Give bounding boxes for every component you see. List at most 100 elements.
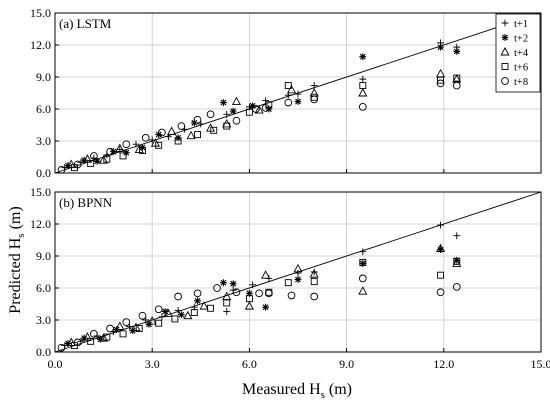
data-point-plus [359, 248, 367, 256]
data-point-square [87, 159, 95, 167]
data-point-plus [359, 75, 367, 83]
y-tick-label: 9.0 [36, 70, 51, 84]
y-tick-label: 15.0 [30, 185, 51, 199]
data-point-triangle [115, 321, 125, 330]
data-point-circle [106, 324, 114, 333]
data-point-circle [452, 283, 461, 291]
x-axis-title-unit: (m) [325, 381, 352, 398]
legend-marker-asterisk [501, 34, 509, 41]
data-point-asterisk [220, 279, 227, 287]
y-tick-label: 3.0 [36, 134, 51, 148]
data-point-asterisk [294, 98, 302, 105]
data-point-circle [106, 147, 114, 156]
data-point-square [453, 257, 461, 265]
data-point-square [190, 309, 198, 316]
data-point-asterisk [453, 48, 461, 55]
data-point-triangle [199, 301, 209, 310]
data-point-triangle [167, 126, 177, 135]
data-point-asterisk [161, 308, 169, 315]
legend-label: t+4 [514, 48, 529, 59]
data-point-square [437, 76, 445, 84]
data-point-triangle [254, 105, 264, 114]
legend-label: t+1 [514, 19, 528, 30]
data-point-circle [90, 152, 98, 160]
data-point-triangle [115, 143, 125, 152]
legend-box [495, 13, 541, 93]
data-point-circle [436, 288, 445, 297]
data-point-triangle [99, 333, 109, 342]
data-point-asterisk [262, 303, 269, 311]
data-point-triangle [286, 84, 297, 94]
data-point-square [437, 271, 445, 279]
data-point-plus [437, 221, 444, 229]
data-point-square [284, 82, 292, 89]
legend-marker-circle [501, 77, 509, 85]
data-point-square [210, 126, 218, 134]
data-point-circle [213, 284, 221, 292]
data-point-asterisk [194, 297, 201, 305]
data-point-circle [358, 274, 367, 283]
x-tick-label: 3.0 [145, 357, 160, 371]
data-point-square [284, 279, 292, 287]
data-point-asterisk [229, 107, 237, 115]
data-point-triangle [309, 269, 319, 278]
data-point-triangle [99, 155, 109, 164]
data-point-circle [141, 133, 150, 142]
data-point-asterisk [229, 280, 237, 288]
data-point-circle [206, 110, 215, 119]
data-point-circle [193, 115, 202, 124]
x-axis-title-subscript: s [321, 389, 325, 401]
data-point-asterisk [220, 99, 227, 106]
y-tick-label: 0.0 [36, 166, 51, 180]
data-point-circle [177, 122, 186, 130]
plot-frame-lstm [54, 12, 542, 174]
data-point-circle [57, 343, 66, 352]
panel-bpnn: 0.0 3.0 6.0 9.0 12.0 15.0 0.0 3.0 6.0 9.0 12.0 15.0… [30, 185, 550, 371]
data-point-square [310, 278, 318, 286]
data-point-circle [90, 330, 98, 338]
data-point-square [119, 152, 127, 160]
data-point-circle [232, 288, 241, 297]
data-point-plus [249, 281, 257, 289]
legend-marker-square [501, 63, 509, 70]
data-point-square [453, 74, 461, 82]
data-point-asterisk [190, 119, 198, 127]
data-point-square [87, 337, 95, 345]
data-point-triangle [244, 301, 254, 310]
data-point-asterisk [177, 311, 185, 319]
x-tick-label: 0.0 [48, 357, 63, 371]
data-point-circle [232, 116, 241, 125]
y-axis-title-main: Predicted H [7, 237, 24, 313]
y-tick-label: 15.0 [30, 6, 51, 20]
data-point-triangle [452, 258, 462, 267]
data-point-plus [223, 308, 231, 315]
data-point-square [139, 147, 146, 155]
data-point-asterisk [246, 289, 253, 297]
data-point-circle [73, 338, 82, 347]
x-tick-label: 9.0 [339, 357, 354, 371]
y-axis-title-unit: (m) [7, 206, 24, 233]
x-axis-title-main: Measured H [242, 381, 321, 398]
legend-label: t+6 [514, 63, 528, 74]
data-point-plus [223, 110, 231, 118]
data-point-asterisk [294, 276, 302, 283]
data-point-triangle [163, 308, 173, 318]
data-point-triangle [183, 310, 193, 320]
data-point-triangle [231, 96, 241, 105]
y-axis-title: Predicted Hs (m) [7, 206, 27, 313]
data-point-square [103, 155, 111, 163]
y-tick-label: 3.0 [36, 313, 51, 327]
series-t-plus-4-bpnn [66, 243, 462, 346]
data-point-square [245, 108, 253, 116]
panel-label-bpnn: (b) BPNN [59, 195, 113, 210]
data-point-circle [138, 311, 147, 320]
y-tick-label: 6.0 [36, 102, 51, 116]
data-point-triangle [436, 243, 446, 252]
data-point-square [103, 333, 111, 341]
data-point-circle [261, 104, 270, 112]
data-point-square [119, 330, 127, 338]
data-point-circle [73, 160, 82, 169]
data-point-asterisk [155, 131, 163, 138]
y-tick-label: 12.0 [30, 217, 51, 231]
